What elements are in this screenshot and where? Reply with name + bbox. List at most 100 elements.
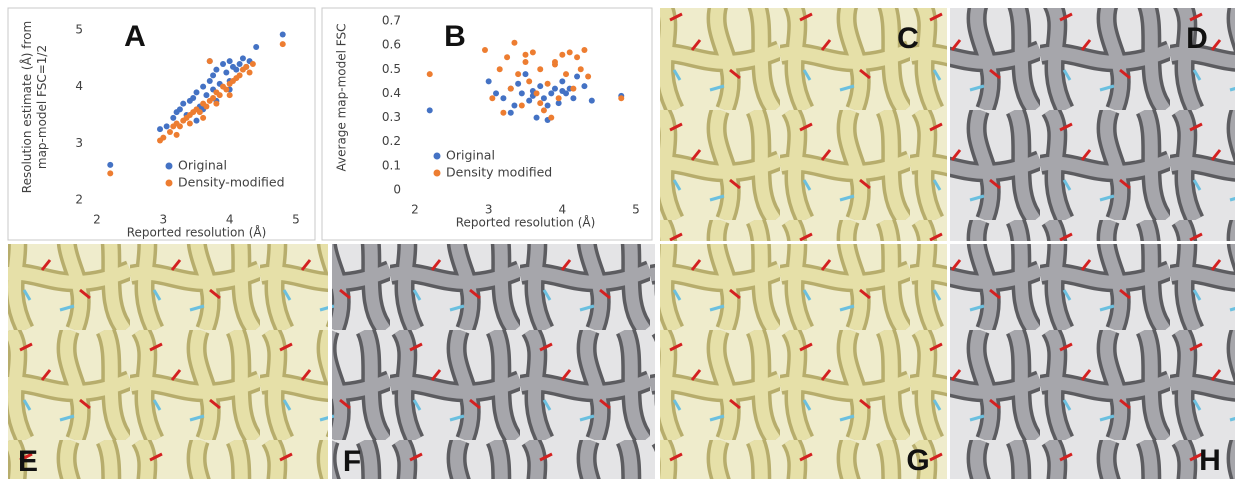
- point: [226, 58, 233, 65]
- point: [107, 161, 114, 168]
- point: [537, 66, 544, 73]
- point: [581, 46, 588, 53]
- density-image: [950, 244, 1235, 479]
- point: [515, 71, 522, 78]
- point: [279, 41, 286, 48]
- point: [249, 61, 256, 67]
- point: [493, 90, 500, 97]
- point: [203, 103, 210, 110]
- y-tick-label: 0.2: [382, 134, 401, 148]
- point: [253, 44, 260, 50]
- point: [246, 69, 253, 76]
- point: [200, 83, 207, 90]
- point: [203, 92, 210, 99]
- x-tick-label: 4: [559, 203, 567, 217]
- point: [533, 90, 540, 97]
- point: [570, 95, 577, 102]
- panel-label: D: [1186, 22, 1208, 55]
- point: [170, 114, 177, 121]
- point: [243, 63, 250, 70]
- point: [210, 95, 217, 101]
- x-tick-label: 3: [485, 203, 493, 217]
- point: [540, 107, 547, 114]
- point: [548, 90, 555, 97]
- legend-label: Density modified: [446, 165, 552, 180]
- y-tick-label: 3: [75, 136, 83, 150]
- density-image: [950, 8, 1235, 241]
- point: [518, 90, 525, 97]
- point: [574, 73, 581, 80]
- point: [226, 92, 233, 99]
- y-tick-label: 0.6: [382, 38, 401, 52]
- point: [496, 66, 503, 73]
- point: [176, 123, 183, 130]
- chart-title: B: [444, 20, 466, 53]
- x-tick-label: 2: [93, 213, 101, 227]
- y-tick-label: 4: [75, 79, 83, 93]
- point: [176, 106, 183, 113]
- point: [190, 95, 197, 101]
- panel-label: C: [897, 22, 919, 55]
- y-tick-label: 0.3: [382, 110, 401, 124]
- legend-marker: [433, 152, 441, 160]
- point: [566, 49, 573, 56]
- point: [500, 95, 507, 102]
- point: [559, 78, 566, 85]
- point: [563, 71, 570, 78]
- point: [551, 85, 558, 92]
- point: [196, 109, 203, 116]
- point: [507, 109, 514, 116]
- legend-marker: [433, 169, 441, 177]
- point: [511, 102, 518, 109]
- panel-frame: [321, 7, 653, 241]
- point: [577, 66, 584, 73]
- point: [173, 131, 180, 138]
- point: [511, 39, 518, 46]
- y-tick-label: 0.5: [382, 62, 401, 76]
- point: [533, 114, 540, 121]
- point: [426, 107, 433, 114]
- point: [210, 72, 217, 79]
- point: [555, 100, 562, 107]
- point: [544, 80, 551, 87]
- point: [526, 78, 533, 85]
- point: [279, 31, 286, 38]
- legend-label: Original: [178, 158, 227, 173]
- point: [522, 59, 529, 66]
- point: [537, 83, 544, 90]
- point: [166, 129, 173, 135]
- point: [585, 73, 592, 80]
- point: [239, 55, 246, 62]
- point: [529, 49, 536, 56]
- x-axis-label: Reported resolution (Å): [127, 225, 267, 240]
- point: [213, 66, 220, 73]
- x-tick-label: 2: [411, 203, 419, 217]
- point: [193, 117, 200, 124]
- y-tick-label: 0.4: [382, 86, 401, 100]
- point: [200, 114, 207, 121]
- point: [551, 59, 558, 66]
- point: [526, 97, 533, 104]
- x-tick-label: 5: [292, 213, 300, 227]
- point: [223, 69, 230, 76]
- point: [213, 100, 220, 107]
- point: [559, 88, 566, 95]
- point: [485, 78, 492, 85]
- point: [157, 126, 164, 133]
- legend-label: Original: [446, 148, 495, 163]
- density-image: [8, 244, 328, 479]
- point: [544, 102, 551, 109]
- point: [206, 58, 213, 65]
- y-tick-label: 5: [75, 23, 83, 37]
- point: [581, 83, 588, 90]
- point: [518, 102, 525, 109]
- density-image: [660, 244, 947, 479]
- point: [559, 51, 566, 58]
- point: [233, 66, 240, 73]
- point: [507, 85, 514, 92]
- point: [500, 109, 507, 116]
- point: [236, 61, 243, 67]
- panel-label: H: [1199, 444, 1221, 477]
- point: [160, 134, 167, 141]
